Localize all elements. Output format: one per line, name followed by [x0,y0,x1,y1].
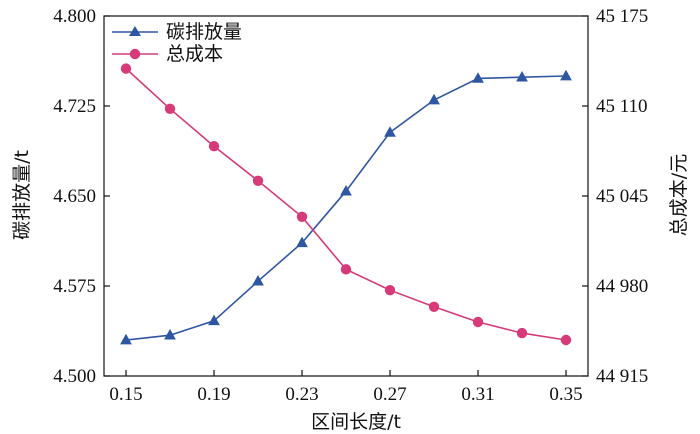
plot-frame [103,15,589,377]
series-line-cost [125,68,567,341]
data-point-cost [472,316,484,328]
data-point-emission [208,314,220,326]
left-tick-label: 4.575 [53,276,96,297]
data-point-cost [560,334,572,346]
legend-marker-cost [129,48,141,60]
legend-label-emission: 碳排放量 [166,21,242,43]
data-point-cost [252,175,264,186]
data-point-cost [516,327,528,339]
x-tick-label: 0.19 [197,384,230,405]
data-point-emission [516,71,528,82]
legend: 碳排放量 总成本 [112,21,242,65]
legend-marker-emission [129,26,141,36]
data-point-cost [340,264,352,275]
left-tick-label: 4.650 [53,186,96,207]
data-point-cost [384,284,396,296]
left-tick-label: 4.725 [53,96,96,117]
data-point-emission [252,275,264,286]
right-tick-label: 45 045 [596,186,648,207]
data-point-cost [208,140,220,152]
x-tick-label: 0.15 [109,384,142,405]
legend-label-cost: 总成本 [166,43,223,65]
data-point-emission [120,333,132,345]
data-point-emission [472,72,484,83]
data-point-emission [340,185,352,196]
data-point-cost [428,301,440,312]
x-tick-label: 0.31 [461,384,494,405]
left-tick-label: 4.800 [53,6,96,27]
x-tick-label: 0.23 [285,384,318,405]
x-tick-label: 0.27 [373,384,406,405]
right-tick-label: 44 980 [596,276,648,297]
data-point-cost [164,103,176,114]
series-line-emission [125,75,567,341]
data-point-emission [428,93,440,105]
data-point-emission [560,69,572,81]
data-point-emission [384,126,396,137]
data-point-cost [296,211,308,222]
data-point-emission [164,329,176,340]
right-tick-label: 44 915 [596,366,648,387]
right-y-axis-title: 总成本/元 [668,154,690,236]
x-axis-title: 区间长度/t [311,411,401,433]
right-tick-label: 45 110 [596,96,648,117]
data-point-cost [120,63,132,74]
right-tick-label: 45 175 [596,6,648,27]
left-y-axis-title: 碳排放量/t [11,150,33,240]
data-point-emission [296,236,308,248]
x-tick-label: 0.35 [549,384,582,405]
left-tick-label: 4.500 [53,366,96,387]
